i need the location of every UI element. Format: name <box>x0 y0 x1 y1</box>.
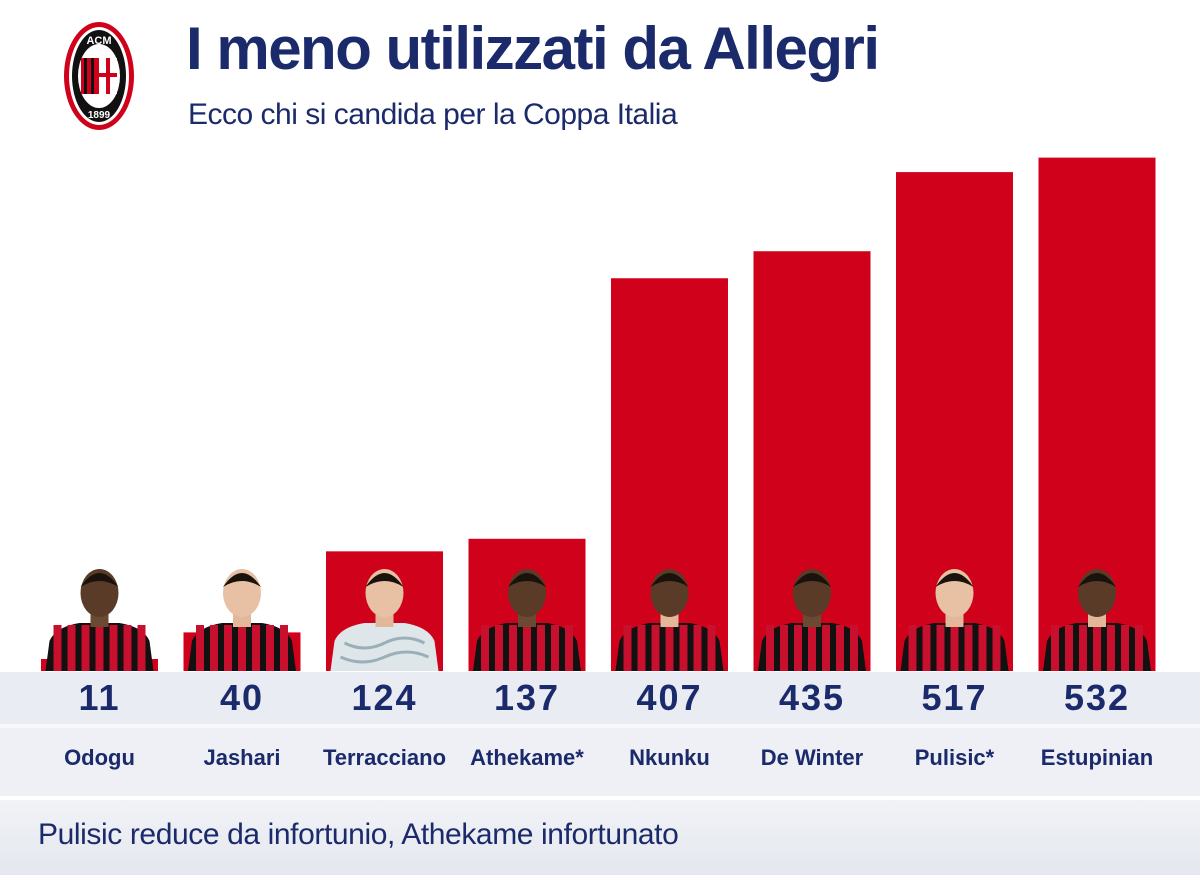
footer-band <box>0 800 1200 875</box>
category-label: De Winter <box>761 745 864 770</box>
player-photo-estupinian <box>1043 569 1151 671</box>
value-label: 532 <box>1064 677 1130 718</box>
svg-text:1899: 1899 <box>88 110 111 121</box>
value-label: 435 <box>779 677 845 718</box>
divider <box>0 724 1200 728</box>
value-strip <box>0 672 1200 724</box>
player-photo-terracciano <box>330 569 439 671</box>
category-label: Nkunku <box>629 745 710 770</box>
player-photo-pulisic <box>900 569 1009 671</box>
value-label: 124 <box>351 677 417 718</box>
category-label: Terracciano <box>323 745 446 770</box>
category-label: Pulisic* <box>915 745 995 770</box>
player-photo-athekame <box>473 569 581 671</box>
footnote: Pulisic reduce da infortunio, Athekame i… <box>38 818 679 851</box>
category-label: Jashari <box>203 745 280 770</box>
category-label: Odogu <box>64 745 135 770</box>
page-subtitle: Ecco chi si candida per la Coppa Italia <box>188 98 678 131</box>
value-label: 517 <box>921 677 987 718</box>
page-title: I meno utilizzati da Allegri <box>186 15 880 82</box>
category-label: Athekame* <box>470 745 584 770</box>
svg-text:ACM: ACM <box>86 35 111 47</box>
player-photo-de-winter <box>758 569 866 671</box>
player-photo-jashari <box>188 569 296 671</box>
player-photo-odogu <box>45 569 154 671</box>
category-label: Estupinian <box>1041 745 1153 770</box>
value-label: 11 <box>78 677 120 718</box>
value-label: 137 <box>494 677 560 718</box>
value-label: 407 <box>636 677 702 718</box>
ac-milan-logo-icon: ACM 1899 <box>64 22 134 130</box>
name-strip <box>0 728 1200 796</box>
player-photo-nkunku <box>615 569 724 671</box>
value-label: 40 <box>220 677 264 718</box>
